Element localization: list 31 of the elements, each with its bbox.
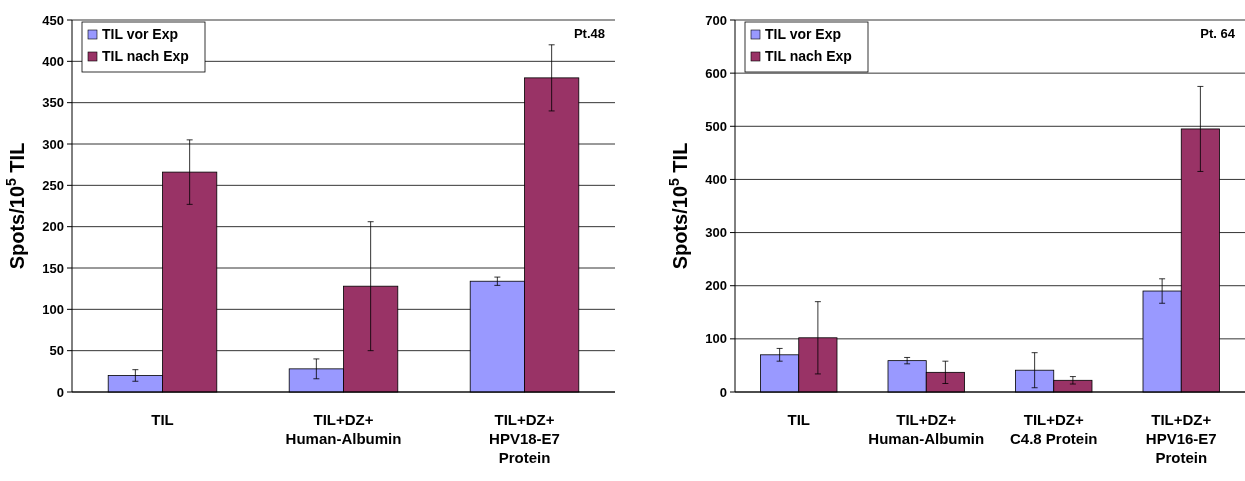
y-tick-label: 450 — [42, 12, 64, 28]
x-tick-label: TIL — [787, 411, 810, 428]
y-tick-label: 300 — [42, 136, 64, 152]
legend-label: TIL vor Exp — [765, 26, 841, 42]
x-tick-label: TIL+DZ+ Human-Albumin — [868, 411, 985, 447]
y-tick-label: 400 — [42, 53, 64, 69]
x-tick-label: TIL+DZ+ Human-Albumin — [285, 411, 402, 447]
y-tick-label: 600 — [705, 65, 727, 81]
y-tick-label: 250 — [42, 177, 64, 193]
y-tick-label: 100 — [42, 301, 64, 317]
y-tick-label: 150 — [42, 260, 64, 276]
y-tick-label: 50 — [49, 343, 64, 359]
y-tick-label: 200 — [42, 219, 64, 235]
y-tick-label: 300 — [705, 225, 727, 241]
annotation: Pt.48 — [573, 26, 605, 41]
legend-label: TIL vor Exp — [102, 26, 178, 42]
legend-label: TIL nach Exp — [102, 48, 189, 64]
x-tick-label: TIL+DZ+ HPV18-E7 Protein — [489, 411, 560, 466]
y-tick-label: 700 — [705, 12, 727, 28]
y-tick-label: 100 — [705, 331, 727, 347]
x-tick-label: TIL+DZ+ HPV16-E7 Protein — [1145, 411, 1217, 466]
legend-label: TIL nach Exp — [765, 48, 852, 64]
annotation: Pt. 64 — [1200, 26, 1236, 41]
y-tick-label: 400 — [705, 171, 727, 187]
y-tick-label: 200 — [705, 278, 727, 294]
y-tick-label: 500 — [705, 118, 727, 134]
y-tick-label: 350 — [42, 95, 64, 111]
x-tick-label: TIL — [151, 411, 174, 428]
y-tick-label: 0 — [56, 384, 64, 400]
y-tick-label: 0 — [719, 384, 727, 400]
x-tick-label: TIL+DZ+ C4.8 Protein — [1009, 411, 1098, 447]
